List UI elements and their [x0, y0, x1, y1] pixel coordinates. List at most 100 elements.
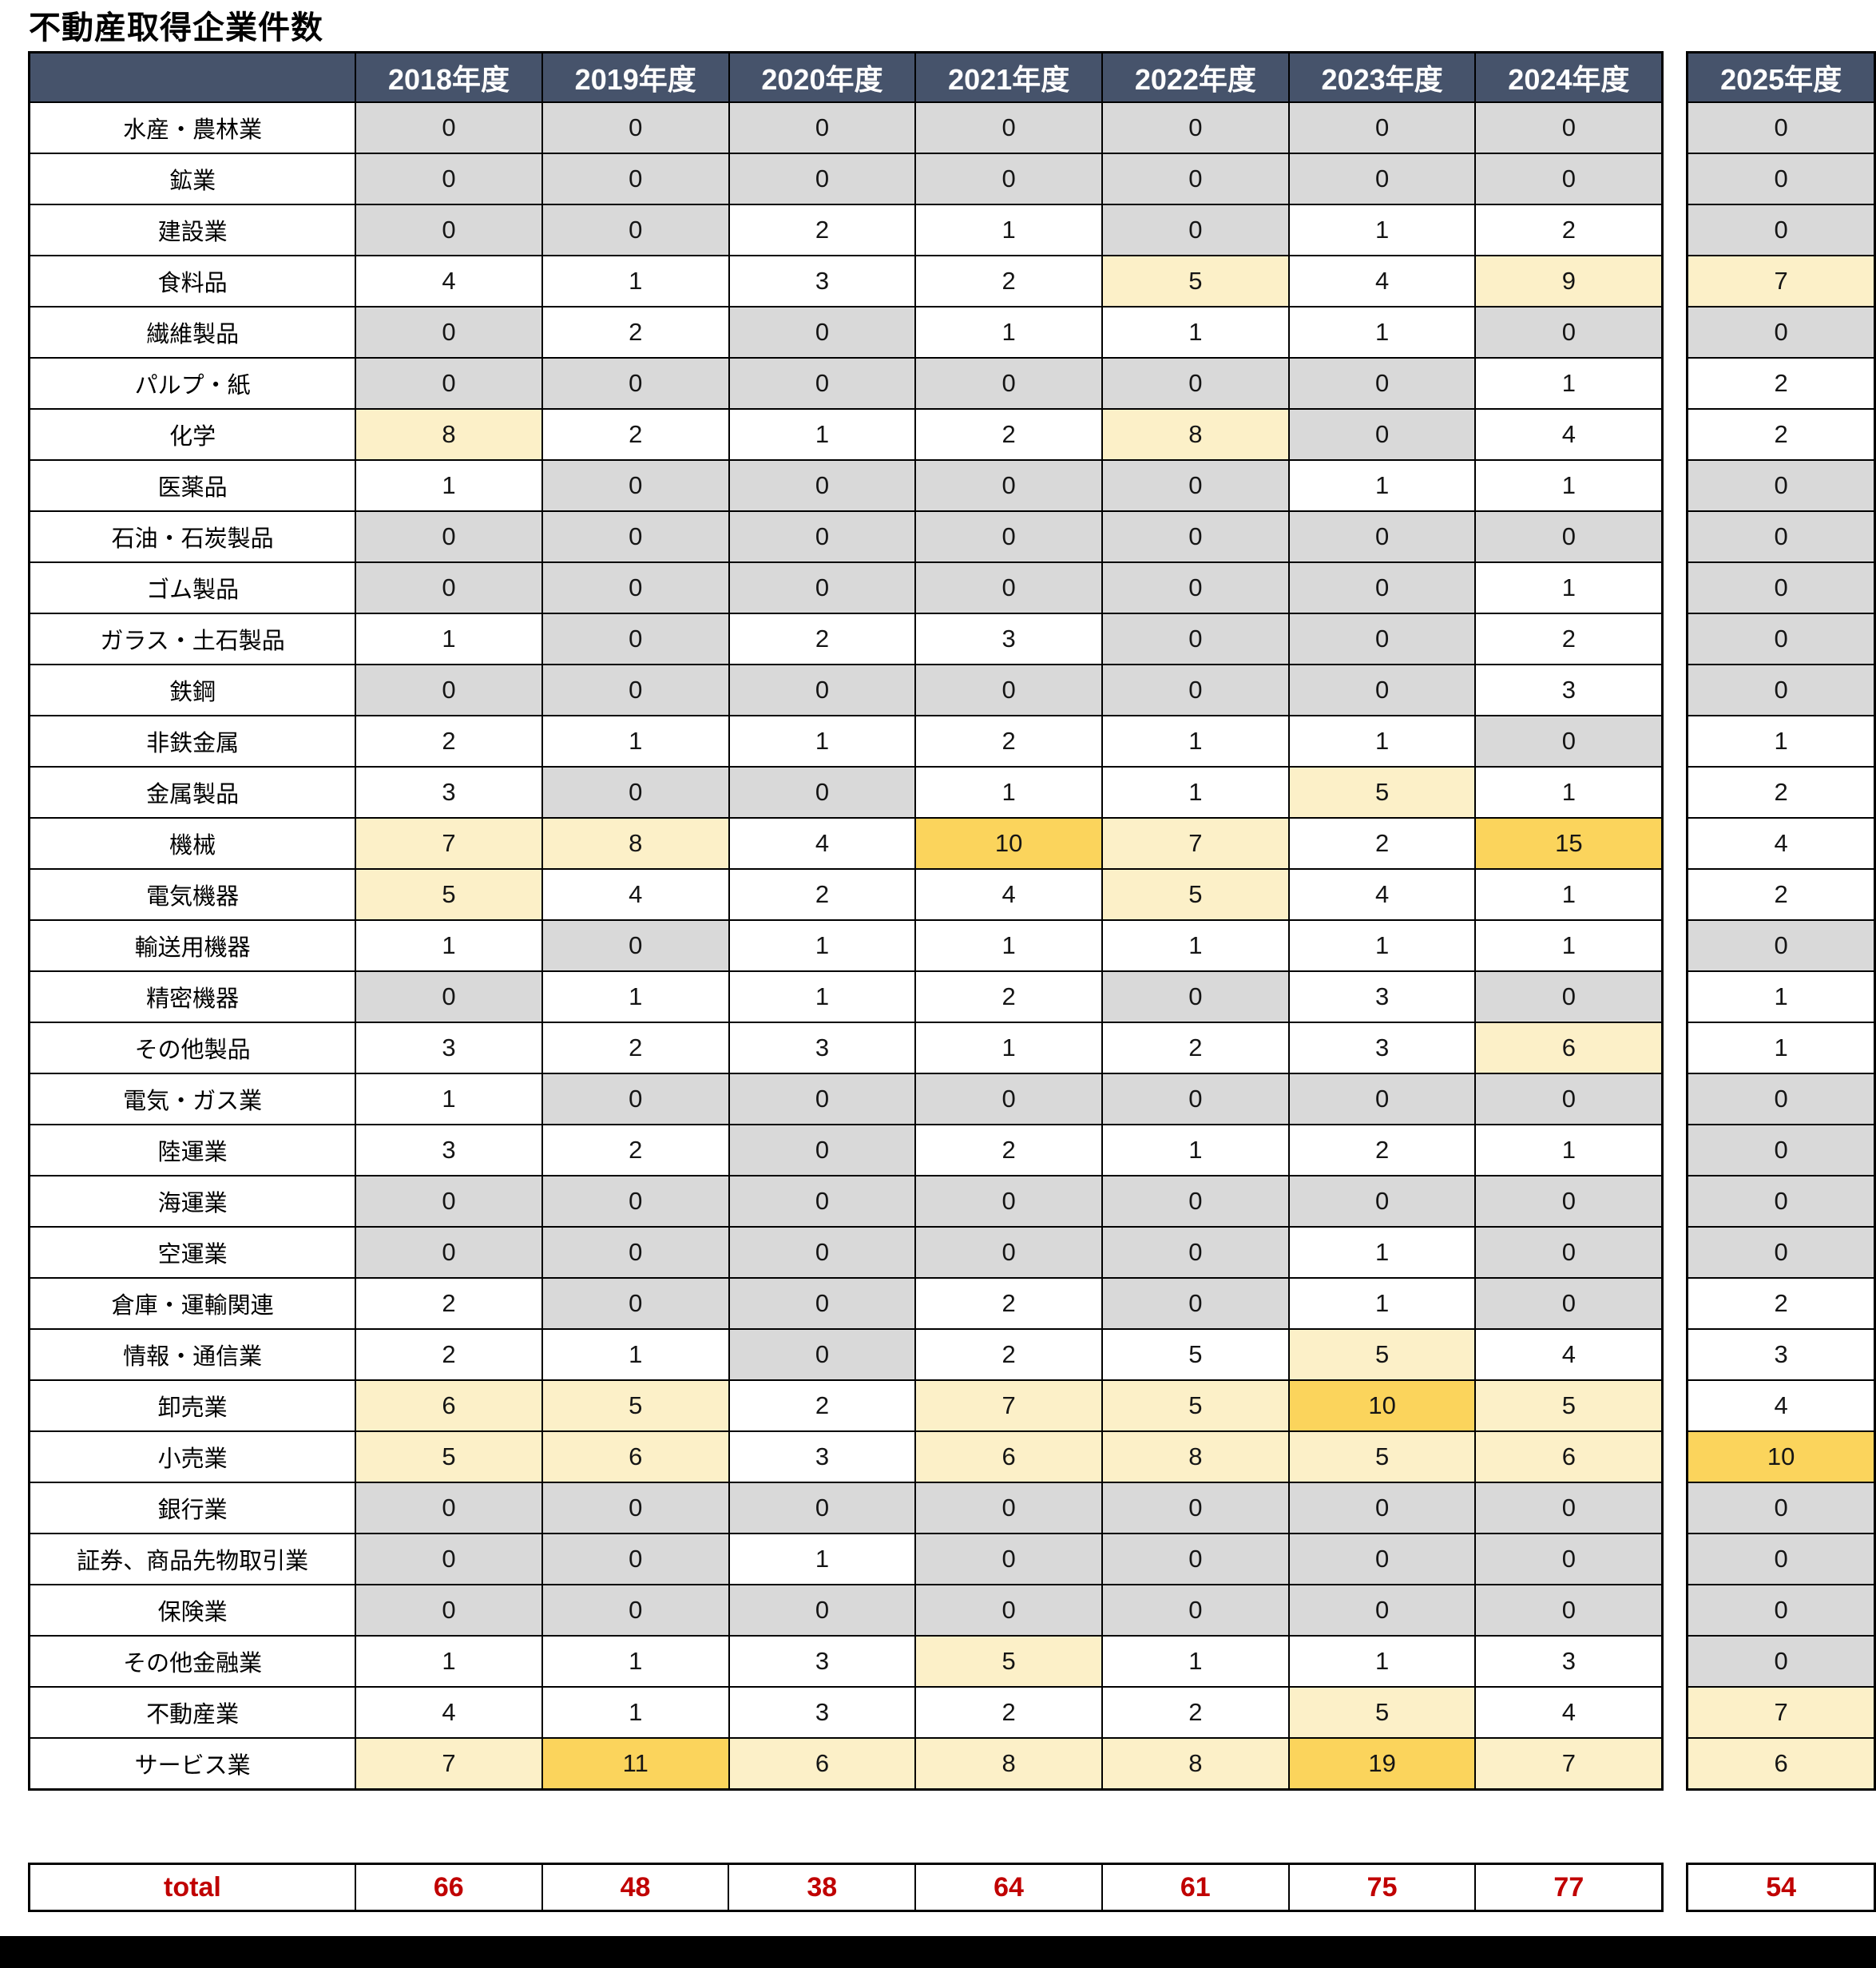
value-cell[interactable]: 3	[728, 1635, 917, 1688]
value-cell[interactable]: 0	[355, 357, 543, 410]
value-cell[interactable]: 0	[355, 1482, 543, 1534]
column-header-cell[interactable]: 2025年度	[1686, 51, 1876, 103]
value-cell[interactable]: 0	[355, 153, 543, 205]
value-cell[interactable]: 7	[1686, 1686, 1876, 1739]
value-cell[interactable]: 2	[541, 408, 730, 461]
value-cell[interactable]: 2	[914, 1124, 1104, 1176]
value-cell[interactable]: 2	[914, 715, 1104, 768]
value-cell[interactable]: 0	[355, 664, 543, 716]
column-header-cell[interactable]: 2024年度	[1474, 51, 1664, 103]
value-cell[interactable]: 1	[914, 766, 1104, 819]
value-cell[interactable]: 1	[541, 715, 730, 768]
value-cell[interactable]: 0	[1474, 715, 1664, 768]
value-cell[interactable]: 4	[541, 868, 730, 921]
value-cell[interactable]: 1	[1686, 970, 1876, 1023]
value-cell[interactable]: 4	[1474, 408, 1664, 461]
total-value-cell[interactable]: 61	[1101, 1863, 1290, 1912]
row-label-cell[interactable]: 電気・ガス業	[28, 1073, 357, 1125]
value-cell[interactable]: 0	[1474, 153, 1664, 205]
value-cell[interactable]: 1	[1101, 306, 1290, 359]
value-cell[interactable]: 0	[355, 101, 543, 154]
value-cell[interactable]: 2	[1686, 408, 1876, 461]
value-cell[interactable]: 0	[728, 1226, 917, 1279]
value-cell[interactable]: 0	[728, 1482, 917, 1534]
row-label-cell[interactable]: 化学	[28, 408, 357, 461]
value-cell[interactable]: 0	[541, 357, 730, 410]
value-cell[interactable]: 0	[541, 1584, 730, 1637]
value-cell[interactable]: 2	[728, 204, 917, 256]
value-cell[interactable]: 0	[1686, 1124, 1876, 1176]
value-cell[interactable]: 4	[728, 817, 917, 870]
value-cell[interactable]: 5	[541, 1379, 730, 1432]
value-cell[interactable]: 5	[1474, 1379, 1664, 1432]
value-cell[interactable]: 5	[1101, 255, 1290, 308]
value-cell[interactable]: 0	[914, 561, 1104, 614]
value-cell[interactable]: 0	[1686, 1073, 1876, 1125]
value-cell[interactable]: 0	[728, 1584, 917, 1637]
value-cell[interactable]: 8	[1101, 1430, 1290, 1483]
row-label-cell[interactable]: パルプ・紙	[28, 357, 357, 410]
value-cell[interactable]: 1	[1287, 306, 1477, 359]
value-cell[interactable]: 0	[541, 510, 730, 563]
value-cell[interactable]: 0	[1287, 153, 1477, 205]
value-cell[interactable]: 0	[1287, 1584, 1477, 1637]
row-label-cell[interactable]: 建設業	[28, 204, 357, 256]
value-cell[interactable]: 3	[1686, 1328, 1876, 1381]
value-cell[interactable]: 0	[1287, 1533, 1477, 1585]
value-cell[interactable]: 0	[914, 1533, 1104, 1585]
value-cell[interactable]: 7	[914, 1379, 1104, 1432]
value-cell[interactable]: 3	[1287, 1022, 1477, 1074]
value-cell[interactable]: 0	[1474, 1226, 1664, 1279]
corner-header-cell[interactable]	[28, 51, 357, 103]
value-cell[interactable]: 2	[1287, 817, 1477, 870]
value-cell[interactable]: 15	[1474, 817, 1664, 870]
value-cell[interactable]: 2	[355, 1328, 543, 1381]
value-cell[interactable]: 0	[355, 306, 543, 359]
row-label-cell[interactable]: ゴム製品	[28, 561, 357, 614]
value-cell[interactable]: 0	[1101, 357, 1290, 410]
row-label-cell[interactable]: 卸売業	[28, 1379, 357, 1432]
value-cell[interactable]: 2	[1287, 1124, 1477, 1176]
value-cell[interactable]: 8	[355, 408, 543, 461]
value-cell[interactable]: 1	[1101, 715, 1290, 768]
value-cell[interactable]: 0	[1686, 306, 1876, 359]
value-cell[interactable]: 0	[1101, 1533, 1290, 1585]
total-value-cell[interactable]: 48	[541, 1863, 730, 1912]
row-label-cell[interactable]: 海運業	[28, 1175, 357, 1228]
value-cell[interactable]: 1	[914, 306, 1104, 359]
value-cell[interactable]: 0	[1474, 1584, 1664, 1637]
value-cell[interactable]: 6	[1474, 1022, 1664, 1074]
value-cell[interactable]: 0	[541, 561, 730, 614]
value-cell[interactable]: 1	[728, 1533, 917, 1585]
value-cell[interactable]: 0	[1686, 1584, 1876, 1637]
value-cell[interactable]: 0	[914, 459, 1104, 512]
value-cell[interactable]: 1	[355, 1073, 543, 1125]
value-cell[interactable]: 5	[1101, 1379, 1290, 1432]
value-cell[interactable]: 0	[1686, 101, 1876, 154]
value-cell[interactable]: 1	[1287, 1277, 1477, 1330]
row-label-cell[interactable]: 鉄鋼	[28, 664, 357, 716]
value-cell[interactable]: 8	[1101, 1737, 1290, 1791]
value-cell[interactable]: 1	[1474, 459, 1664, 512]
value-cell[interactable]: 0	[728, 664, 917, 716]
value-cell[interactable]: 0	[541, 1226, 730, 1279]
value-cell[interactable]: 0	[914, 153, 1104, 205]
value-cell[interactable]: 0	[914, 101, 1104, 154]
value-cell[interactable]: 0	[1101, 101, 1290, 154]
value-cell[interactable]: 5	[355, 1430, 543, 1483]
value-cell[interactable]: 3	[1474, 1635, 1664, 1688]
row-label-cell[interactable]: 不動産業	[28, 1686, 357, 1739]
value-cell[interactable]: 0	[1101, 1277, 1290, 1330]
total-label-cell[interactable]: total	[28, 1863, 356, 1912]
value-cell[interactable]: 2	[541, 1022, 730, 1074]
value-cell[interactable]: 2	[1101, 1686, 1290, 1739]
value-cell[interactable]: 1	[1101, 766, 1290, 819]
value-cell[interactable]: 0	[1287, 1482, 1477, 1534]
value-cell[interactable]: 0	[541, 1175, 730, 1228]
value-cell[interactable]: 0	[1101, 1073, 1290, 1125]
value-cell[interactable]: 4	[1474, 1686, 1664, 1739]
value-cell[interactable]: 1	[541, 1635, 730, 1688]
value-cell[interactable]: 0	[1101, 153, 1290, 205]
value-cell[interactable]: 1	[728, 408, 917, 461]
value-cell[interactable]: 0	[1287, 1175, 1477, 1228]
